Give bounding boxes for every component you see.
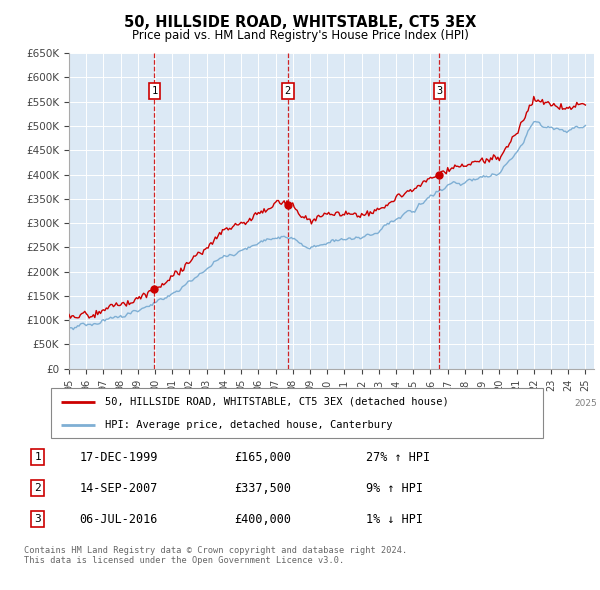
Text: 2020: 2020 (488, 399, 511, 408)
Text: 2: 2 (34, 483, 41, 493)
Text: 27% ↑ HPI: 27% ↑ HPI (366, 451, 430, 464)
Text: 50, HILLSIDE ROAD, WHITSTABLE, CT5 3EX (detached house): 50, HILLSIDE ROAD, WHITSTABLE, CT5 3EX (… (105, 396, 449, 407)
Text: 1995: 1995 (58, 399, 80, 408)
Text: 9% ↑ HPI: 9% ↑ HPI (366, 481, 423, 495)
Text: 17-DEC-1999: 17-DEC-1999 (79, 451, 158, 464)
Text: Contains HM Land Registry data © Crown copyright and database right 2024.
This d: Contains HM Land Registry data © Crown c… (24, 546, 407, 565)
Text: 3: 3 (436, 86, 442, 96)
Text: 06-JUL-2016: 06-JUL-2016 (79, 513, 158, 526)
Text: £400,000: £400,000 (234, 513, 291, 526)
Text: £337,500: £337,500 (234, 481, 291, 495)
Text: Price paid vs. HM Land Registry's House Price Index (HPI): Price paid vs. HM Land Registry's House … (131, 30, 469, 42)
FancyBboxPatch shape (51, 388, 543, 438)
Text: 2000: 2000 (143, 399, 167, 408)
Text: 1: 1 (34, 452, 41, 462)
Text: 1% ↓ HPI: 1% ↓ HPI (366, 513, 423, 526)
Text: £165,000: £165,000 (234, 451, 291, 464)
Text: 2025: 2025 (574, 399, 597, 408)
Text: 50, HILLSIDE ROAD, WHITSTABLE, CT5 3EX: 50, HILLSIDE ROAD, WHITSTABLE, CT5 3EX (124, 15, 476, 30)
Text: 3: 3 (34, 514, 41, 525)
Text: 2010: 2010 (316, 399, 338, 408)
Text: HPI: Average price, detached house, Canterbury: HPI: Average price, detached house, Cant… (105, 420, 392, 430)
Text: 1: 1 (151, 86, 158, 96)
Text: 14-SEP-2007: 14-SEP-2007 (79, 481, 158, 495)
Text: 2: 2 (284, 86, 291, 96)
Text: 2015: 2015 (402, 399, 425, 408)
Text: 2005: 2005 (230, 399, 253, 408)
